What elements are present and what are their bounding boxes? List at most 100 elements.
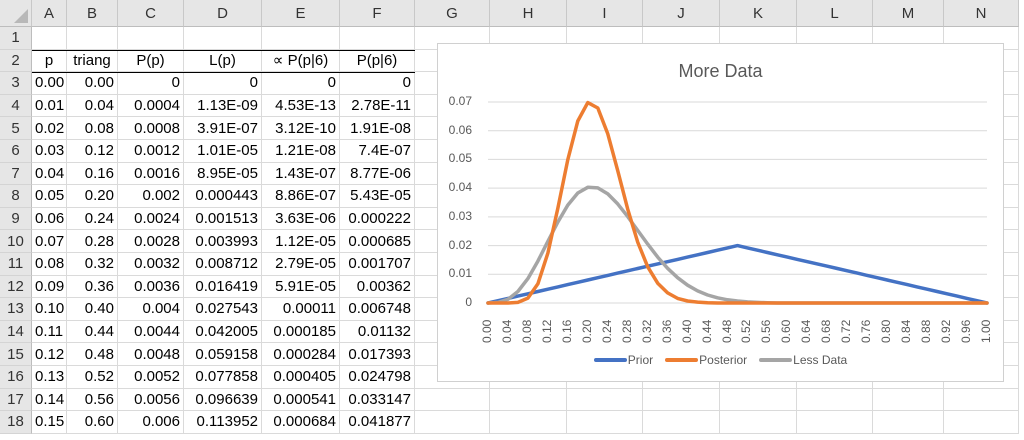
chart-legend[interactable]: Prior Posterior Less Data bbox=[438, 353, 1003, 367]
cell-B6[interactable]: 0.12 bbox=[67, 140, 118, 163]
cell-A6[interactable]: 0.03 bbox=[32, 140, 67, 163]
row-header-1[interactable]: 1 bbox=[0, 27, 32, 50]
cell-B8[interactable]: 0.20 bbox=[67, 185, 118, 208]
cell-B16[interactable]: 0.52 bbox=[67, 366, 118, 389]
cell-D16[interactable]: 0.077858 bbox=[184, 366, 262, 389]
cell-A8[interactable]: 0.05 bbox=[32, 185, 67, 208]
cell-C7[interactable]: 0.0016 bbox=[118, 162, 184, 186]
cell-E17[interactable]: 0.000541 bbox=[262, 388, 340, 412]
column-header-G[interactable]: G bbox=[415, 0, 490, 27]
cell-E5[interactable]: 3.12E-10 bbox=[262, 117, 340, 140]
column-header-D[interactable]: D bbox=[184, 0, 262, 27]
cell-C17[interactable]: 0.0056 bbox=[118, 388, 184, 412]
cell-C8[interactable]: 0.002 bbox=[118, 185, 184, 208]
row-header-16[interactable]: 16 bbox=[0, 366, 32, 389]
cell-C3[interactable]: 0 bbox=[118, 72, 184, 95]
cell-L17[interactable] bbox=[797, 388, 873, 412]
legend-item-prior[interactable]: Prior bbox=[593, 353, 653, 367]
cell-F15[interactable]: 0.017393 bbox=[340, 343, 415, 366]
cell-A9[interactable]: 0.06 bbox=[32, 207, 67, 231]
cell-D9[interactable]: 0.001513 bbox=[184, 207, 262, 231]
cell-A11[interactable]: 0.08 bbox=[32, 253, 67, 276]
cell-F4[interactable]: 2.78E-11 bbox=[340, 94, 415, 118]
prior-line[interactable] bbox=[486, 243, 989, 305]
cell-I17[interactable] bbox=[567, 388, 643, 412]
cell-D8[interactable]: 0.000443 bbox=[184, 185, 262, 208]
row-header-18[interactable]: 18 bbox=[0, 411, 32, 434]
cell-M18[interactable] bbox=[873, 411, 944, 434]
cell-A2[interactable]: p bbox=[32, 49, 67, 73]
cell-F3[interactable]: 0 bbox=[340, 72, 415, 95]
cell-C15[interactable]: 0.0048 bbox=[118, 343, 184, 366]
select-all-corner[interactable] bbox=[0, 0, 32, 27]
cell-F18[interactable]: 0.041877 bbox=[340, 411, 415, 434]
cell-A17[interactable]: 0.14 bbox=[32, 388, 67, 412]
row-header-13[interactable]: 13 bbox=[0, 298, 32, 321]
column-header-B[interactable]: B bbox=[67, 0, 118, 27]
cell-B18[interactable]: 0.60 bbox=[67, 411, 118, 434]
cell-D14[interactable]: 0.042005 bbox=[184, 320, 262, 344]
cell-C10[interactable]: 0.0028 bbox=[118, 230, 184, 253]
cell-B13[interactable]: 0.40 bbox=[67, 298, 118, 321]
cell-A4[interactable]: 0.01 bbox=[32, 94, 67, 118]
column-header-H[interactable]: H bbox=[490, 0, 567, 27]
row-header-3[interactable]: 3 bbox=[0, 72, 32, 95]
row-header-5[interactable]: 5 bbox=[0, 117, 32, 140]
row-header-17[interactable]: 17 bbox=[0, 388, 32, 412]
cell-F2[interactable]: P(p|6) bbox=[340, 49, 415, 73]
cell-E10[interactable]: 1.12E-05 bbox=[262, 230, 340, 253]
posterior-line[interactable] bbox=[486, 100, 989, 305]
row-header-15[interactable]: 15 bbox=[0, 343, 32, 366]
cell-H18[interactable] bbox=[490, 411, 567, 434]
cell-C18[interactable]: 0.006 bbox=[118, 411, 184, 434]
cell-C2[interactable]: P(p) bbox=[118, 49, 184, 73]
cell-E16[interactable]: 0.000405 bbox=[262, 366, 340, 389]
cell-N17[interactable] bbox=[944, 388, 1019, 412]
cell-F13[interactable]: 0.006748 bbox=[340, 298, 415, 321]
chart-plot-area[interactable] bbox=[438, 44, 1005, 383]
cell-C14[interactable]: 0.0044 bbox=[118, 320, 184, 344]
cell-A12[interactable]: 0.09 bbox=[32, 275, 67, 299]
cell-F16[interactable]: 0.024798 bbox=[340, 366, 415, 389]
cell-F17[interactable]: 0.033147 bbox=[340, 388, 415, 412]
cell-E13[interactable]: 0.00011 bbox=[262, 298, 340, 321]
cell-E2[interactable]: ∝ P(p|6) bbox=[262, 49, 340, 73]
cell-A1[interactable] bbox=[32, 27, 67, 50]
cell-E18[interactable]: 0.000684 bbox=[262, 411, 340, 434]
cell-A18[interactable]: 0.15 bbox=[32, 411, 67, 434]
cell-C11[interactable]: 0.0032 bbox=[118, 253, 184, 276]
cell-C9[interactable]: 0.0024 bbox=[118, 207, 184, 231]
cell-F7[interactable]: 8.77E-06 bbox=[340, 162, 415, 186]
row-header-11[interactable]: 11 bbox=[0, 253, 32, 276]
row-header-7[interactable]: 7 bbox=[0, 162, 32, 186]
cell-F5[interactable]: 1.91E-08 bbox=[340, 117, 415, 140]
cell-D7[interactable]: 8.95E-05 bbox=[184, 162, 262, 186]
cell-C1[interactable] bbox=[118, 27, 184, 50]
cell-F1[interactable] bbox=[340, 27, 415, 50]
cell-B14[interactable]: 0.44 bbox=[67, 320, 118, 344]
cell-J18[interactable] bbox=[643, 411, 720, 434]
cell-B11[interactable]: 0.32 bbox=[67, 253, 118, 276]
cell-E8[interactable]: 8.86E-07 bbox=[262, 185, 340, 208]
cell-B7[interactable]: 0.16 bbox=[67, 162, 118, 186]
cell-J17[interactable] bbox=[643, 388, 720, 412]
cell-A14[interactable]: 0.11 bbox=[32, 320, 67, 344]
chart-title[interactable]: More Data bbox=[678, 61, 763, 81]
legend-item-less-data[interactable]: Less Data bbox=[759, 353, 847, 367]
column-header-K[interactable]: K bbox=[720, 0, 797, 27]
cell-B15[interactable]: 0.48 bbox=[67, 343, 118, 366]
cell-B5[interactable]: 0.08 bbox=[67, 117, 118, 140]
cell-A5[interactable]: 0.02 bbox=[32, 117, 67, 140]
cell-F6[interactable]: 7.4E-07 bbox=[340, 140, 415, 163]
cell-B12[interactable]: 0.36 bbox=[67, 275, 118, 299]
cell-E6[interactable]: 1.21E-08 bbox=[262, 140, 340, 163]
cell-D18[interactable]: 0.113952 bbox=[184, 411, 262, 434]
cell-A3[interactable]: 0.00 bbox=[32, 72, 67, 95]
cell-D6[interactable]: 1.01E-05 bbox=[184, 140, 262, 163]
chart-more-data[interactable]: More Data 0 0.01 0.02 0.03 0.04 0.05 0.06 0.07 … bbox=[437, 43, 1004, 382]
cell-A15[interactable]: 0.12 bbox=[32, 343, 67, 366]
cell-E15[interactable]: 0.000284 bbox=[262, 343, 340, 366]
row-header-8[interactable]: 8 bbox=[0, 185, 32, 208]
column-header-L[interactable]: L bbox=[797, 0, 873, 27]
column-header-C[interactable]: C bbox=[118, 0, 184, 27]
